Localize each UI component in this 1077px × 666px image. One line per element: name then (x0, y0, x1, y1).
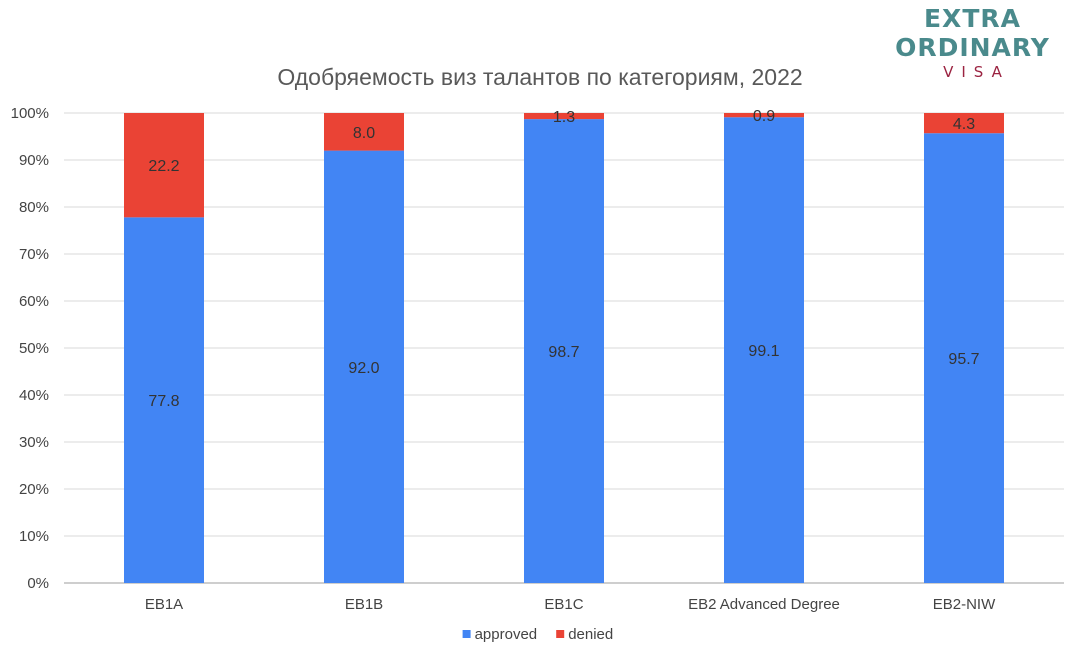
logo-line-ordinary: ORDINARY (895, 33, 1050, 62)
y-tick-label: 30% (19, 434, 49, 451)
legend-swatch-denied (556, 630, 565, 638)
data-labels: 77.8 22.2 92.0 8.0 98.7 1.3 99.1 0.9 95.7 4.3 (148, 108, 979, 410)
y-tick-label: 20% (19, 481, 49, 498)
y-tick-label: 0% (27, 575, 49, 592)
y-tick-label: 40% (19, 387, 49, 404)
data-label-approved: 92.0 (348, 360, 379, 377)
bar-denied-eb2-advanced-degree (724, 113, 804, 118)
data-label-denied: 8.0 (353, 125, 375, 142)
bar-denied-eb1b (324, 113, 404, 151)
data-label-approved: 95.7 (948, 351, 979, 368)
legend: approved denied (462, 626, 613, 643)
legend-swatch-approved (462, 630, 471, 638)
bars (124, 113, 1004, 584)
legend-label-approved: approved (475, 626, 538, 643)
x-axis-tick-labels: EB1A EB1B EB1C EB2 Advanced Degree EB2-NIW (145, 596, 996, 613)
x-tick-label: EB1B (345, 596, 383, 613)
bar-approved-eb1b (324, 150, 404, 583)
y-axis-tick-labels: 0% 10% 20% 30% 40% 50% 60% 70% 80% 90% 100% (11, 105, 49, 592)
bar-denied-eb1c (524, 113, 604, 120)
legend-label-denied: denied (568, 626, 613, 643)
chart-title: Одобряемость виз талантов по категориям,… (277, 64, 802, 90)
x-tick-label: EB2-NIW (933, 596, 996, 613)
y-tick-label: 60% (19, 293, 49, 310)
y-tick-label: 80% (19, 199, 49, 216)
data-label-approved: 99.1 (748, 343, 779, 360)
y-tick-label: 100% (11, 105, 49, 122)
x-tick-label: EB1A (145, 596, 183, 613)
data-label-approved: 77.8 (148, 393, 179, 410)
logo-line-visa: VISA (943, 63, 1010, 81)
extraordinary-visa-logo: EXTRA ORDINARY VISA (890, 4, 1055, 82)
y-tick-label: 10% (19, 528, 49, 545)
data-label-denied: 22.2 (148, 158, 179, 175)
bar-denied-eb2-niw (924, 113, 1004, 134)
x-tick-label: EB2 Advanced Degree (688, 596, 840, 613)
bar-denied-eb1a (124, 113, 204, 218)
logo-line-extra: EXTRA (923, 4, 1021, 33)
y-tick-label: 50% (19, 340, 49, 357)
data-label-denied: 4.3 (953, 116, 975, 133)
bar-approved-eb2-advanced-degree (724, 117, 804, 583)
y-tick-label: 90% (19, 152, 49, 169)
data-label-denied: 0.9 (753, 108, 775, 125)
x-tick-label: EB1C (544, 596, 583, 613)
data-label-denied: 1.3 (553, 109, 575, 126)
y-tick-label: 70% (19, 246, 49, 263)
bar-approved-eb1a (124, 217, 204, 583)
data-label-approved: 98.7 (548, 344, 579, 361)
bar-approved-eb1c (524, 119, 604, 584)
bar-approved-eb2-niw (924, 133, 1004, 583)
